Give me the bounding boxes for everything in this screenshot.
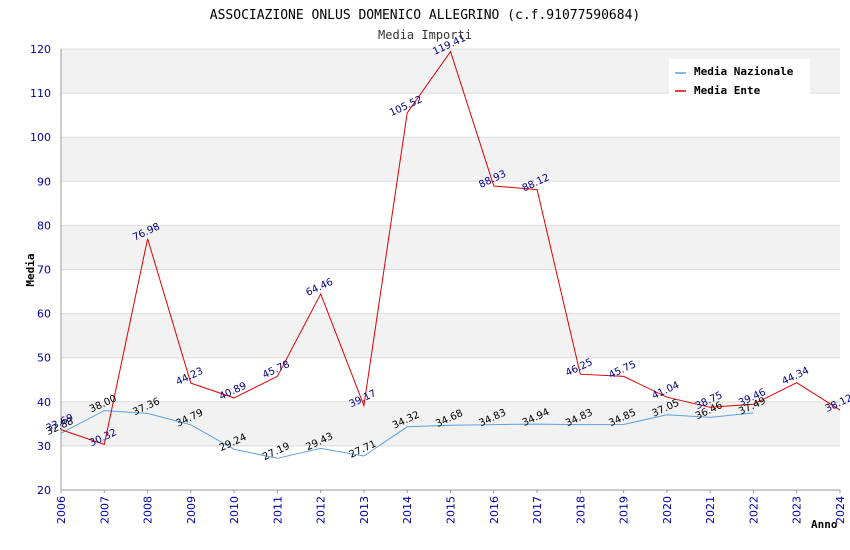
chart-subtitle: Media Importi: [378, 28, 472, 42]
x-tick-label: 2008: [142, 496, 155, 524]
band-40: [61, 357, 840, 402]
y-tick-label: 110: [30, 87, 51, 100]
x-tick-label: 2012: [315, 496, 328, 524]
x-tick-label: 2024: [834, 496, 847, 524]
y-tick-label: 50: [37, 352, 51, 365]
y-tick-label: 20: [37, 484, 51, 497]
x-tick-label: 2015: [445, 496, 458, 524]
x-tick-label: 2023: [791, 496, 804, 524]
x-axis-title: Anno: [811, 518, 838, 531]
x-tick-label: 2014: [401, 496, 414, 524]
x-tick-label: 2007: [98, 496, 111, 524]
x-tick-label: 2011: [271, 496, 284, 524]
series-line-media-nazionale: [60, 410, 754, 459]
y-tick-label: 70: [37, 264, 51, 277]
band-90: [61, 137, 840, 182]
x-tick-label: 2021: [704, 496, 717, 524]
x-tick-label: 2018: [574, 496, 587, 524]
series-line-media-ente: [60, 50, 841, 446]
band-70: [61, 225, 840, 270]
band-100: [61, 93, 840, 138]
y-tick-label: 30: [37, 440, 51, 453]
x-tick-label: 2016: [488, 496, 501, 524]
band-80: [61, 181, 840, 226]
y-tick-label: 40: [37, 396, 51, 409]
band-50: [61, 313, 840, 358]
legend-box: [669, 59, 810, 99]
y-axis-title: Media: [24, 253, 37, 286]
background-bands: [61, 49, 840, 490]
x-tick-label: 2009: [185, 496, 198, 524]
y-tick-label: 100: [30, 131, 51, 144]
x-tick-label: 2020: [661, 496, 674, 524]
y-tick-label: 120: [30, 43, 51, 56]
legend: Media Nazionale Media Ente: [669, 59, 810, 99]
legend-label-media-ente: Media Ente: [694, 84, 761, 97]
y-tick-label: 60: [37, 308, 51, 321]
series-lines: [60, 50, 841, 459]
x-tick-labels: 2006 2007 2008 2009 2010 2011 2012 2013 2014 2015…: [55, 490, 847, 524]
x-tick-label: 2010: [228, 496, 241, 524]
x-tick-label: 2019: [618, 496, 631, 524]
y-tick-label: 90: [37, 175, 51, 188]
chart-title: ASSOCIAZIONE ONLUS DOMENICO ALLEGRINO (c…: [210, 8, 640, 23]
x-tick-label: 2006: [55, 496, 68, 524]
x-tick-label: 2022: [747, 496, 760, 524]
y-tick-label: 80: [37, 219, 51, 232]
band-20: [61, 445, 840, 490]
y-tick-labels: 20 30 40 50 60 70 80 90 100 110 120: [30, 43, 51, 497]
band-60: [61, 269, 840, 314]
legend-label-media-nazionale: Media Nazionale: [694, 65, 794, 78]
x-tick-label: 2017: [531, 496, 544, 524]
band-30: [61, 401, 840, 446]
x-tick-label: 2013: [358, 496, 371, 524]
